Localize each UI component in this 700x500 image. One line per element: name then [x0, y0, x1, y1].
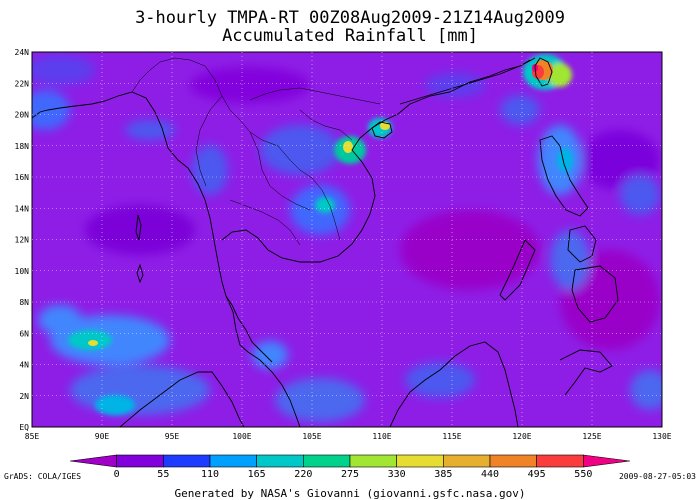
colorbar-label: 440: [481, 469, 499, 480]
colorbar-swatch: [69, 454, 117, 468]
latitude-tick-label: 16N: [15, 173, 30, 182]
grads-label: GrADS: COLA/IGES: [4, 472, 82, 481]
longitude-tick-label: 130E: [652, 432, 671, 441]
colorbar-label: 385: [434, 469, 452, 480]
colorbar-swatch: [443, 454, 491, 468]
longitude-tick-label: 115E: [442, 432, 461, 441]
colorbar-swatch: [116, 454, 164, 468]
latitude-tick-label: 18N: [15, 142, 30, 151]
colorbar: 0 55 110 165 220 275 330 385 440 495 550: [69, 454, 631, 480]
latitude-tick-label: 14N: [15, 204, 30, 213]
latitude-tick-label: 6N: [19, 329, 29, 338]
colorbar-swatch: [396, 454, 444, 468]
timestamp: 2009-08-27-05:03: [618, 472, 696, 481]
colorbar-label: 495: [528, 469, 546, 480]
colorbar-swatch: [489, 454, 537, 468]
longitude-tick-label: 120E: [512, 432, 531, 441]
latitude-tick-label: 24N: [15, 48, 30, 57]
colorbar-swatch: [209, 454, 257, 468]
longitude-tick-label: 95E: [165, 432, 180, 441]
longitude-tick-label: 125E: [582, 432, 601, 441]
colorbar-label: 0: [114, 469, 120, 480]
colorbar-swatch: [163, 454, 211, 468]
rainfall-field: [32, 54, 662, 427]
colorbar-label: 165: [248, 469, 266, 480]
colorbar-label: 550: [574, 469, 592, 480]
latitude-tick-label: 22N: [15, 79, 30, 88]
colorbar-label: 220: [294, 469, 312, 480]
longitude-tick-label: 110E: [372, 432, 391, 441]
credit-line: Generated by NASA's Giovanni (giovanni.g…: [174, 487, 526, 500]
colorbar-swatch: [536, 454, 584, 468]
colorbar-swatch: [256, 454, 304, 468]
longitude-tick-label: 105E: [302, 432, 321, 441]
colorbar-swatch: [303, 454, 351, 468]
latitude-tick-label: 4N: [19, 361, 29, 370]
latitude-tick-label: 2N: [19, 392, 29, 401]
longitude-tick-label: 90E: [95, 432, 110, 441]
map-title: 3-hourly TMPA-RT 00Z08Aug2009-21Z14Aug20…: [135, 8, 565, 28]
latitude-tick-label: 8N: [19, 298, 29, 307]
longitude-tick-label: 85E: [25, 432, 40, 441]
latitude-tick-label: EQ: [19, 423, 29, 432]
latitude-tick-label: 20N: [15, 111, 30, 120]
coastlines: [32, 57, 619, 427]
colorbar-label: 275: [341, 469, 359, 480]
graticule: [32, 52, 662, 427]
map-subtitle: Accumulated Rainfall [mm]: [222, 26, 478, 46]
longitude-labels: 85E 90E 95E 100E 105E 110E 115E 120E 125E 130E: [25, 432, 672, 441]
longitude-tick-label: 100E: [232, 432, 251, 441]
latitude-tick-label: 12N: [15, 236, 30, 245]
latitude-tick-label: 10N: [15, 267, 30, 276]
colorbar-swatch: [583, 454, 631, 468]
country-borders: [131, 57, 381, 246]
colorbar-label: 330: [388, 469, 406, 480]
colorbar-label: 55: [157, 469, 169, 480]
colorbar-label: 110: [201, 469, 219, 480]
colorbar-swatch: [349, 454, 397, 468]
latitude-labels: EQ 2N 4N 6N 8N 10N 12N 14N 16N 18N 20N 22N 24N: [15, 48, 30, 432]
